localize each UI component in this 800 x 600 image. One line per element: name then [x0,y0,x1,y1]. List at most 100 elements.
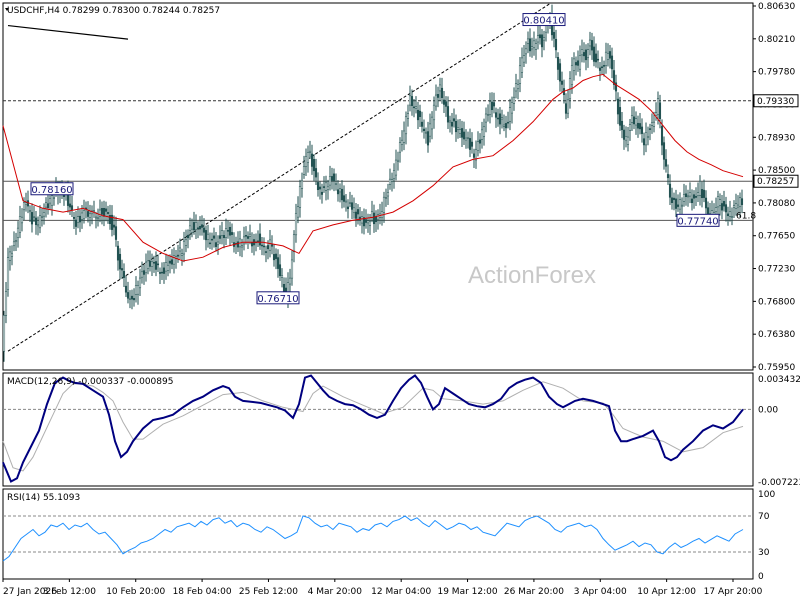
candle-body [526,38,530,44]
candle-body [440,87,444,98]
rsi-tick-label: 100 [758,490,775,500]
candle-body [248,233,252,237]
candle-body [128,298,132,300]
candle-body [498,113,502,125]
candle-body [304,156,308,167]
candle-body [310,153,314,167]
candle-body [316,182,320,191]
candle-body [246,236,250,239]
candle-body [130,295,134,300]
candle-body [656,98,660,115]
candle-body [168,260,172,264]
candle-body [678,199,682,210]
candle-body [686,195,690,198]
x-tick-label: 12 Mar 04:00 [371,587,431,597]
candle-body [424,131,428,134]
candle-body [192,222,196,231]
candle-body [660,126,664,146]
candle-body [118,253,122,270]
candle-body [532,40,536,48]
candle-body [528,38,532,52]
price-tick-label: 0.80630 [758,2,795,12]
candle-body [432,104,436,121]
candle-body [504,123,508,129]
candle-body [332,173,336,181]
candle-body [356,209,360,215]
price-label-3: 0.77740 [677,216,718,227]
candle-body [294,213,298,236]
candle-body [178,247,182,252]
candle-body [386,192,390,197]
macd-signal-line [2,381,744,472]
chevron-down-icon[interactable] [5,8,9,11]
candle-body [102,207,106,217]
candle-body [364,219,368,223]
candle-body [486,114,490,116]
candle-body [718,199,722,206]
candle-body [92,210,96,212]
candle-body [732,205,736,208]
macd-line [2,374,744,483]
candle-body [676,204,680,207]
candle-body [570,64,574,85]
candle-body [210,238,214,241]
candle-body [134,285,138,295]
candle-body [398,142,402,153]
candle-body [594,53,598,63]
candle-body [372,212,376,225]
candle-body [318,186,322,190]
candle-body [288,277,292,285]
candle-body [114,226,118,240]
trend-channel-line [7,2,552,352]
candle-body [154,261,158,270]
candle-body [452,118,456,122]
candle-body [264,251,268,253]
candle-body [470,141,474,147]
candle-body [194,222,198,230]
candle-body [674,198,678,209]
candle-body [690,198,694,204]
candle-body [530,46,534,50]
candle-body [366,220,370,224]
candle-body [362,217,366,227]
candle-body [466,137,470,139]
candle-body [276,257,280,269]
candle-body [514,83,518,92]
fib-level-label: 61.8 [736,211,756,221]
candle-body [190,228,194,233]
candle-body [320,191,324,195]
candle-body [564,103,568,114]
short-trend-line [7,24,129,40]
candle-body [18,216,22,233]
candle-body [242,236,246,245]
candle-body [554,38,558,51]
x-tick-label: 26 Mar 20:00 [504,587,564,597]
candle-body [672,197,676,201]
candle-body [700,189,704,199]
candle-body [464,137,468,141]
candle-body [68,203,72,208]
price-label-1: 0.78160 [31,185,72,196]
macd-tick-label: 0.003432 [758,375,800,385]
candle-body [120,268,124,271]
price-axis-box-0 [753,94,799,108]
candle-body [250,242,254,247]
candle-body [374,216,378,223]
candle-body [24,202,28,205]
candle-body [608,51,612,59]
candle-body [96,217,100,220]
candle-body [518,65,522,84]
candle-body [88,213,92,218]
candle-body [354,211,358,219]
candle-body [714,207,718,213]
candle-body [592,46,596,62]
candle-body [382,196,386,213]
candle-body [616,98,620,115]
candle-body [76,216,80,223]
candle-body [606,53,610,61]
candle-body [670,197,674,203]
candle-body [492,102,496,107]
price-label-box-1 [30,182,74,196]
candle-body [172,255,176,265]
candle-body [224,228,228,238]
